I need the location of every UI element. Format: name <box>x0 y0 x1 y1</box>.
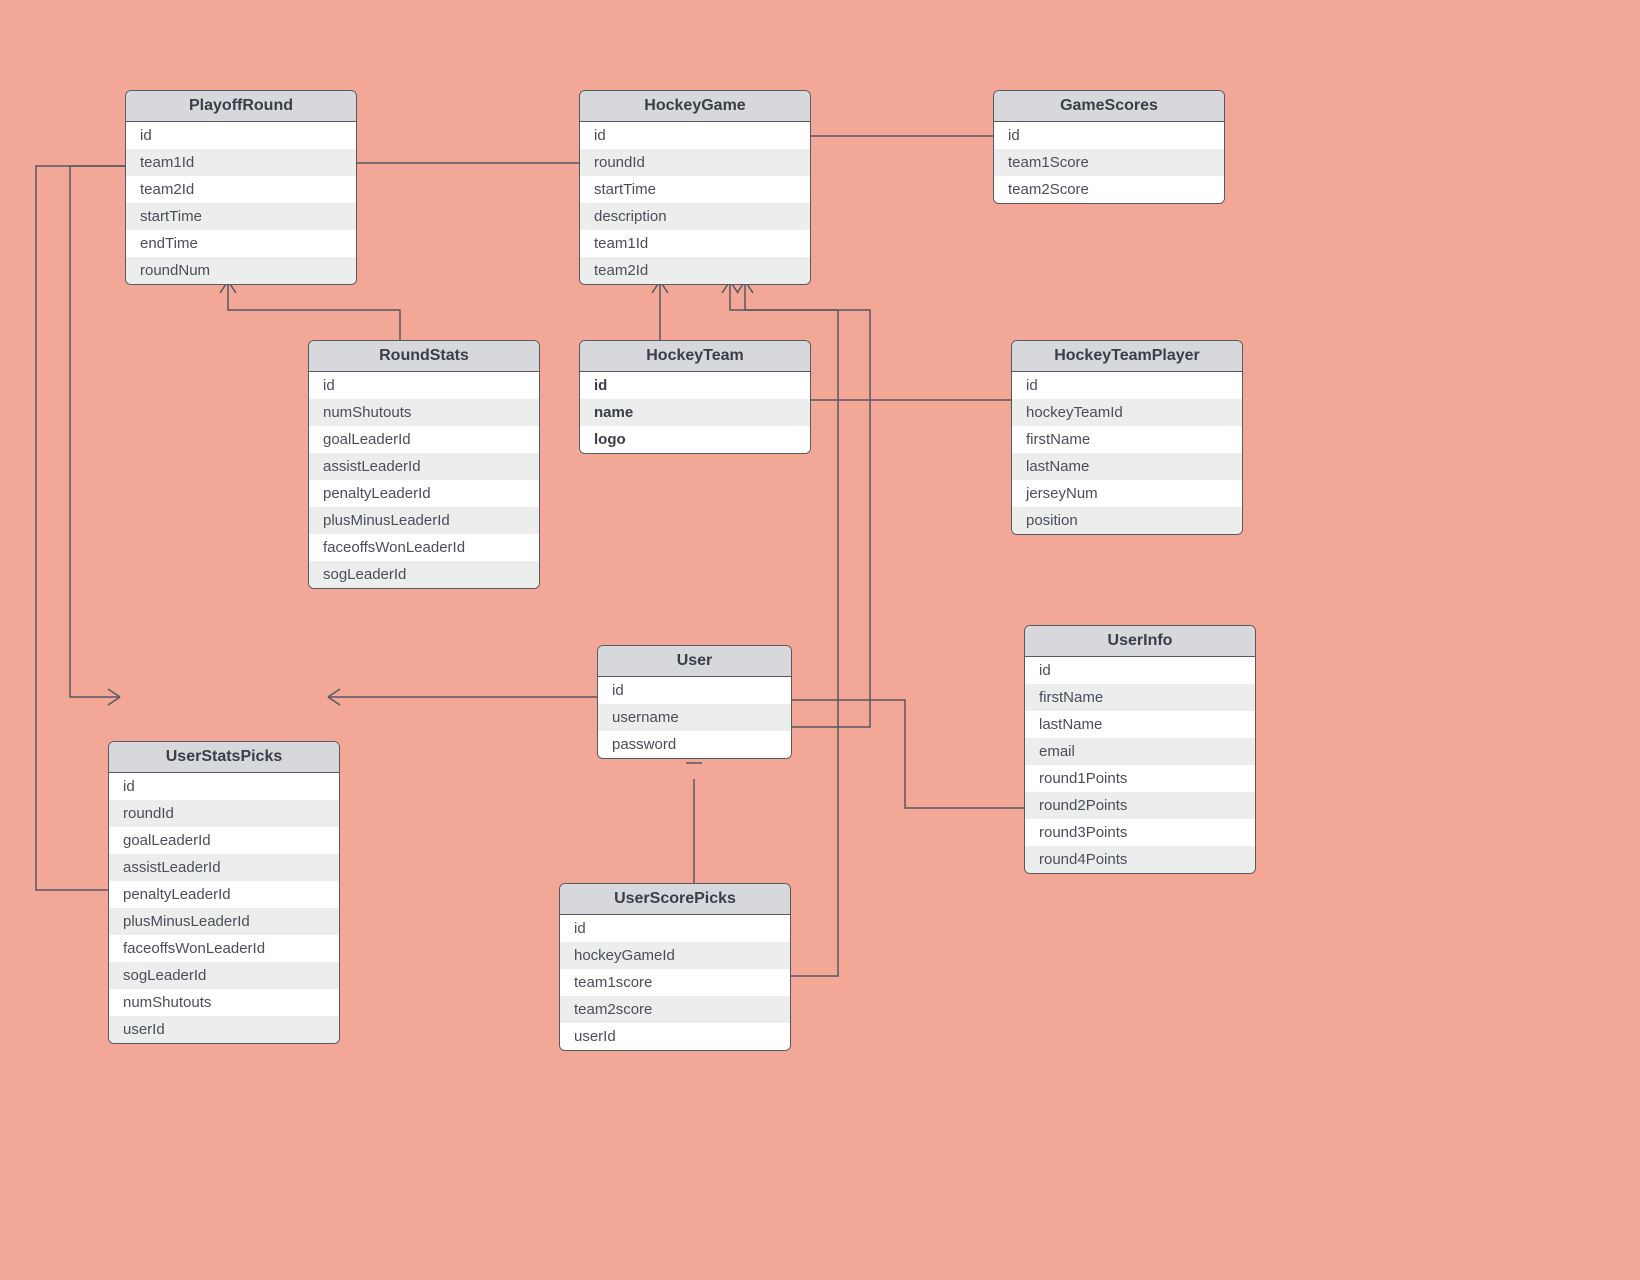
entity-field: roundId <box>580 149 810 176</box>
entity-header: GameScores <box>994 91 1224 122</box>
entity-header: HockeyTeam <box>580 341 810 372</box>
entity-field: position <box>1012 507 1242 534</box>
entity-field: id <box>580 122 810 149</box>
entity-field: penaltyLeaderId <box>109 881 339 908</box>
entity-field: plusMinusLeaderId <box>109 908 339 935</box>
entity-userScorePicks: UserScorePicksidhockeyGameIdteam1scorete… <box>559 883 791 1051</box>
entity-field: id <box>126 122 356 149</box>
entity-field: team1Score <box>994 149 1224 176</box>
entity-field: description <box>580 203 810 230</box>
entity-field: password <box>598 731 791 758</box>
entity-user: Useridusernamepassword <box>597 645 792 759</box>
entity-field: firstName <box>1025 684 1255 711</box>
entity-field: penaltyLeaderId <box>309 480 539 507</box>
entity-field: roundNum <box>126 257 356 284</box>
entity-hockeyGame: HockeyGameidroundIdstartTimedescriptiont… <box>579 90 811 285</box>
entity-field: id <box>1012 372 1242 399</box>
entity-header: User <box>598 646 791 677</box>
er-edge <box>770 692 1046 816</box>
er-edge <box>335 155 591 171</box>
entity-roundStats: RoundStatsidnumShutoutsgoalLeaderIdassis… <box>308 340 540 589</box>
entity-field: username <box>598 704 791 731</box>
entity-header: UserInfo <box>1025 626 1255 657</box>
entity-field: id <box>309 372 539 399</box>
entity-field: lastName <box>1025 711 1255 738</box>
entity-field: id <box>560 915 790 942</box>
er-edge <box>789 392 1023 408</box>
entity-field: assistLeaderId <box>309 453 539 480</box>
entity-field: round1Points <box>1025 765 1255 792</box>
entity-field: logo <box>580 426 810 453</box>
entity-field: team2Id <box>580 257 810 284</box>
entity-field: id <box>1025 657 1255 684</box>
entity-field: endTime <box>126 230 356 257</box>
entity-field: hockeyTeamId <box>1012 399 1242 426</box>
entity-field: startTime <box>126 203 356 230</box>
er-edge <box>328 689 631 705</box>
entity-header: HockeyTeamPlayer <box>1012 341 1242 372</box>
entity-field: team1Id <box>126 149 356 176</box>
entity-hockeyTeamPlayer: HockeyTeamPlayeridhockeyTeamIdfirstNamel… <box>1011 340 1243 535</box>
entity-hockeyTeam: HockeyTeamidnamelogo <box>579 340 811 454</box>
entity-field: lastName <box>1012 453 1242 480</box>
entity-field: roundId <box>109 800 339 827</box>
er-edge <box>686 745 702 895</box>
entity-userStatsPicks: UserStatsPicksidroundIdgoalLeaderIdassis… <box>108 741 340 1044</box>
entity-field: team1Id <box>580 230 810 257</box>
entity-field: team2Score <box>994 176 1224 203</box>
entity-userInfo: UserInfoidfirstNamelastNameemailround1Po… <box>1024 625 1256 874</box>
entity-header: UserScorePicks <box>560 884 790 915</box>
entity-field: userId <box>560 1023 790 1050</box>
entity-field: round4Points <box>1025 846 1255 873</box>
entity-header: PlayoffRound <box>126 91 356 122</box>
er-edge <box>789 128 1015 144</box>
entity-field: team2Id <box>126 176 356 203</box>
entity-field: goalLeaderId <box>109 827 339 854</box>
entity-field: plusMinusLeaderId <box>309 507 539 534</box>
entity-field: sogLeaderId <box>309 561 539 588</box>
entity-field: sogLeaderId <box>109 962 339 989</box>
entity-field: goalLeaderId <box>309 426 539 453</box>
entity-playoffRound: PlayoffRoundidteam1Idteam2IdstartTimeend… <box>125 90 357 285</box>
entity-field: id <box>109 773 339 800</box>
entity-field: numShutouts <box>109 989 339 1016</box>
entity-field: email <box>1025 738 1255 765</box>
entity-field: round3Points <box>1025 819 1255 846</box>
entity-field: faceoffsWonLeaderId <box>109 935 339 962</box>
entity-header: RoundStats <box>309 341 539 372</box>
entity-field: id <box>598 677 791 704</box>
entity-field: numShutouts <box>309 399 539 426</box>
entity-field: firstName <box>1012 426 1242 453</box>
entity-header: UserStatsPicks <box>109 742 339 773</box>
entity-field: startTime <box>580 176 810 203</box>
entity-field: userId <box>109 1016 339 1043</box>
entity-field: team2score <box>560 996 790 1023</box>
entity-field: jerseyNum <box>1012 480 1242 507</box>
entity-gameScores: GameScoresidteam1Scoreteam2Score <box>993 90 1225 204</box>
entity-field: round2Points <box>1025 792 1255 819</box>
entity-field: hockeyGameId <box>560 942 790 969</box>
entity-field: id <box>580 372 810 399</box>
entity-field: assistLeaderId <box>109 854 339 881</box>
entity-header: HockeyGame <box>580 91 810 122</box>
entity-field: name <box>580 399 810 426</box>
entity-field: faceoffsWonLeaderId <box>309 534 539 561</box>
entity-field: team1score <box>560 969 790 996</box>
entity-field: id <box>994 122 1224 149</box>
